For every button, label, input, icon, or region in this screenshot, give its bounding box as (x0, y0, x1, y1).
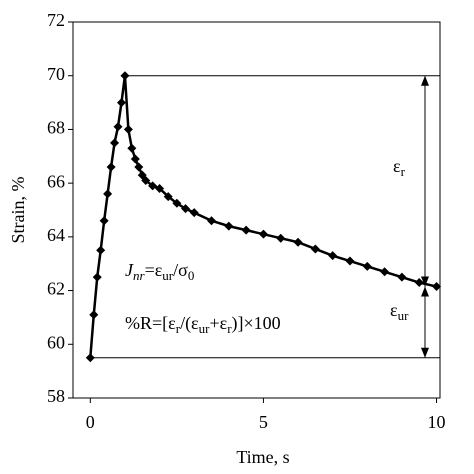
data-point (110, 138, 120, 148)
y-tick-label: 66 (47, 171, 65, 191)
annotation-part: ur (398, 308, 410, 323)
data-point (163, 192, 173, 202)
data-point (155, 184, 165, 194)
data-point (96, 245, 106, 255)
data-point (99, 216, 109, 226)
annotation-part: ε (390, 300, 398, 320)
data-point (397, 272, 407, 282)
y-tick-label: 72 (47, 10, 65, 30)
y-axis-label: Strain, % (8, 177, 28, 244)
annotation-part: +ε (209, 313, 227, 333)
annotation-part: ur (162, 268, 174, 283)
annotation-part: r (227, 321, 232, 336)
data-point (103, 189, 113, 199)
annotation: %R=[εr/(εur+εr)]×100 (125, 313, 281, 336)
data-point (120, 71, 130, 81)
data-point (432, 282, 442, 292)
annotation: εur (390, 300, 409, 323)
annotation-part: /(ε (180, 313, 199, 334)
x-tick-label: 5 (259, 412, 268, 432)
data-point (241, 225, 251, 235)
x-tick-label: 0 (86, 412, 95, 432)
x-tick-label: 10 (428, 412, 446, 432)
y-tick-label: 64 (47, 225, 65, 245)
annotation-part: 0 (188, 268, 195, 283)
annotation-part: r (401, 164, 406, 179)
data-point (106, 162, 116, 172)
data-point (224, 221, 234, 231)
annotation-part: ε (393, 156, 401, 176)
data-point (362, 261, 372, 271)
data-point (141, 175, 151, 185)
data-point (293, 237, 303, 247)
data-point (258, 229, 268, 239)
data-point (116, 98, 126, 108)
data-point (181, 204, 191, 214)
data-point (276, 233, 286, 243)
data-point (148, 181, 158, 191)
annotation-part: %R=[ε (125, 313, 176, 333)
x-axis-label: Time, s (236, 447, 289, 467)
y-tick-label: 62 (47, 279, 65, 299)
data-point (92, 272, 102, 282)
y-tick-label: 68 (47, 118, 65, 138)
data-point (130, 154, 140, 164)
data-point (134, 162, 144, 172)
annotation-part: ur (199, 321, 211, 336)
annotation: εr (393, 156, 406, 179)
data-point (172, 198, 182, 208)
annotation: Jnr=εur/σ0 (125, 260, 194, 283)
data-point (189, 208, 199, 218)
annotation-part: J (125, 260, 134, 280)
plot-frame (72, 21, 441, 399)
annotation-part: nr (133, 268, 146, 283)
data-point (328, 251, 338, 261)
data-point (127, 143, 137, 153)
data-point (113, 122, 123, 132)
data-point (123, 124, 133, 134)
y-tick-label: 70 (47, 64, 65, 84)
y-tick-label: 60 (47, 332, 65, 352)
annotation-part: /σ (173, 260, 188, 280)
data-point (380, 267, 390, 277)
data-point (85, 353, 95, 363)
data-point (89, 310, 99, 320)
data-point (310, 244, 320, 254)
data-point (206, 216, 216, 226)
y-tick-label: 58 (47, 386, 65, 406)
data-point (414, 278, 424, 288)
annotation-part: =ε (145, 260, 163, 280)
data-point (345, 256, 355, 266)
annotation-part: r (176, 321, 181, 336)
annotation-part: )]×100 (232, 313, 281, 334)
